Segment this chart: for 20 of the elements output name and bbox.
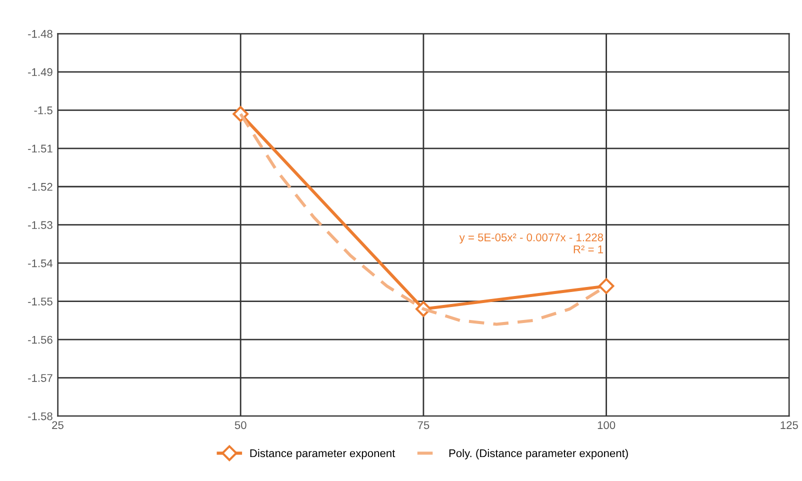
x-tick-label: 100 [598, 421, 616, 430]
y-tick-label: -1.58 [28, 412, 52, 420]
y-tick-label: -1.54 [28, 259, 53, 268]
y-tick-label: -1.51 [28, 144, 52, 153]
x-tick-label: 50 [234, 421, 246, 430]
point [598, 278, 614, 294]
y-tick-label: -1.52 [28, 182, 52, 191]
legend-label: Poly. (Distance parameter exponent) [449, 449, 628, 460]
y-tick-label: -1.53 [28, 221, 52, 230]
annotation: y = 5E-05x² - 0.0077x - 1.228 R² = 1 [459, 233, 604, 254]
legend-label: Distance parameter exponent [250, 449, 396, 460]
x-tick-label: 25 [52, 421, 64, 430]
y-tick-label: -1.5 [34, 106, 52, 114]
y-tick-label: -1.48 [28, 30, 52, 38]
x-tick-label: 75 [418, 421, 430, 430]
x-tick-label: 125 [780, 421, 798, 430]
y-tick-label: -1.55 [28, 298, 52, 306]
y-tick-label: -1.56 [28, 336, 52, 344]
y-tick-label: -1.57 [28, 374, 52, 382]
y-tick-label: -1.49 [28, 68, 52, 76]
